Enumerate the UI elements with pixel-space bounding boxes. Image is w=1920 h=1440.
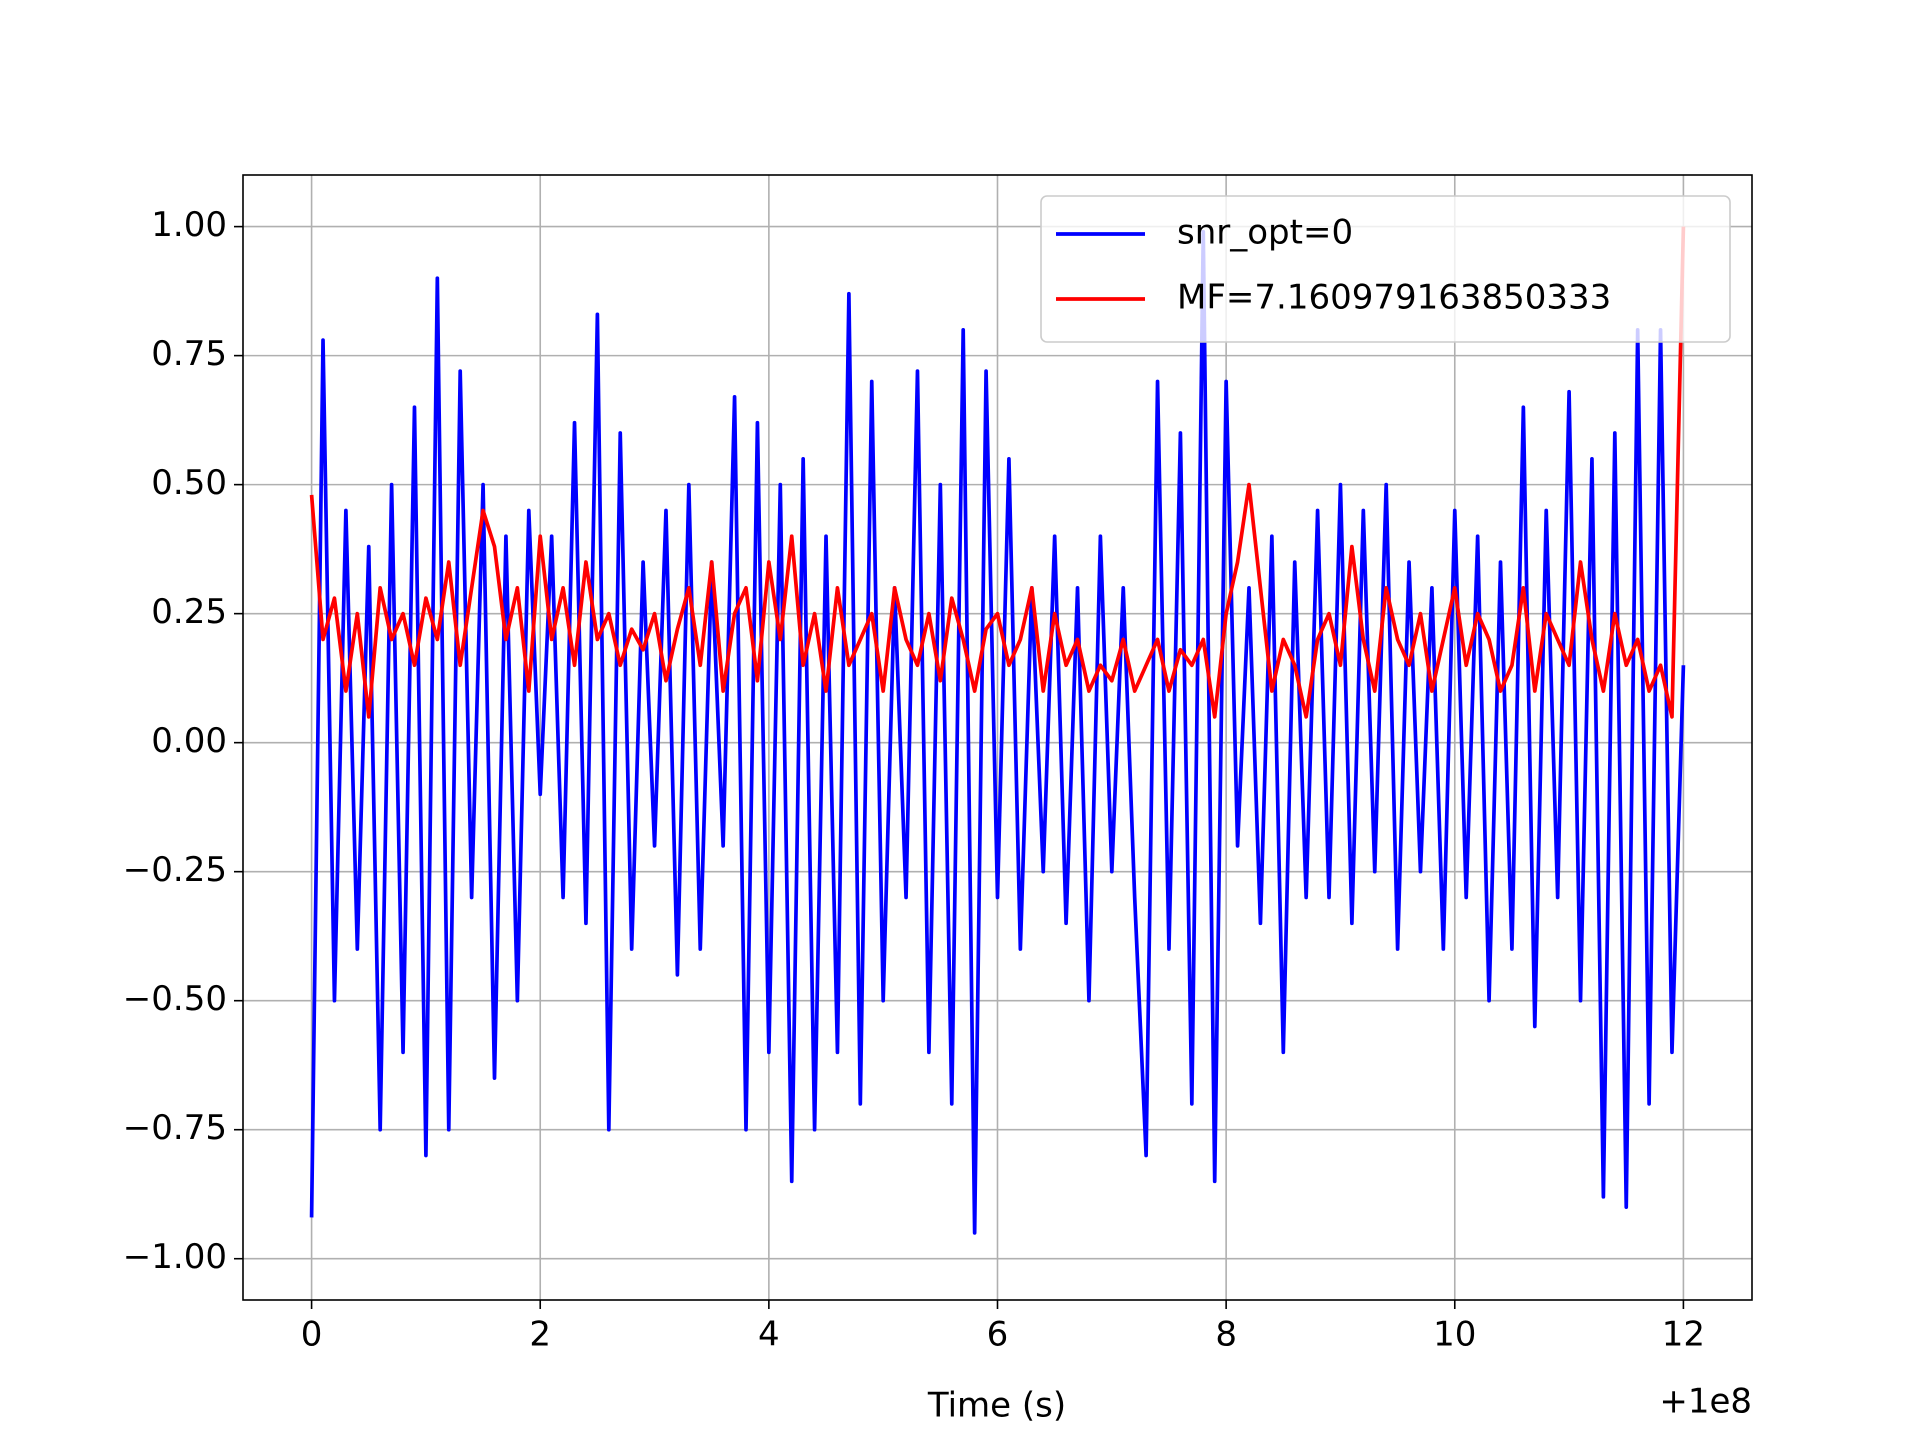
x-tick-label: 2 (529, 1315, 551, 1355)
x-tick-label: 10 (1433, 1315, 1476, 1355)
y-tick-label: −1.00 (123, 1237, 227, 1277)
x-tick-label: 6 (987, 1315, 1009, 1355)
plot-frame (242, 174, 1753, 1301)
y-tick-label: 0.50 (151, 463, 227, 503)
y-tick-label: −0.25 (123, 850, 227, 890)
x-tick-label: 12 (1662, 1315, 1705, 1355)
legend-label: snr_opt=0 (1177, 213, 1353, 253)
y-tick-label: 0.00 (151, 721, 227, 761)
legend-label: MF=7.160979163850333 (1177, 278, 1611, 318)
y-tick-label: 0.75 (151, 334, 227, 374)
series-line (309, 226, 1686, 719)
x-axis-label: Time (s) (927, 1386, 1066, 1426)
x-tick-label: 0 (301, 1315, 323, 1355)
x-tick-label: 4 (758, 1315, 780, 1355)
y-tick-label: 0.25 (151, 592, 227, 632)
y-tick-label: −0.75 (123, 1108, 227, 1148)
x-offset-label: +1e8 (1659, 1382, 1752, 1422)
y-tick-label: 1.00 (151, 205, 227, 245)
x-tick-label: 8 (1215, 1315, 1237, 1355)
y-tick-label: −0.50 (123, 979, 227, 1019)
series-line (309, 229, 1686, 1235)
legend-box (1040, 195, 1731, 343)
